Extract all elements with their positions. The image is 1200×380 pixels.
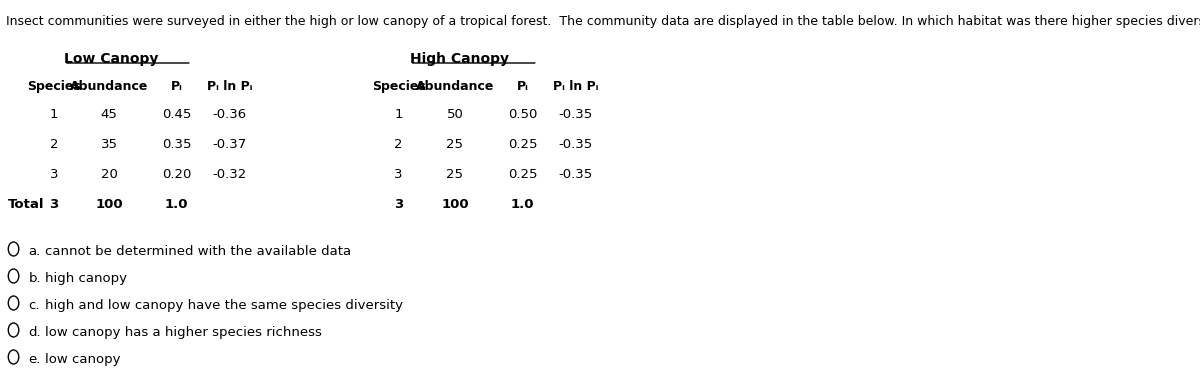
Text: 3: 3 [50, 168, 59, 181]
Text: Abundance: Abundance [70, 80, 149, 93]
Text: high and low canopy have the same species diversity: high and low canopy have the same specie… [46, 299, 403, 312]
Text: Species: Species [372, 80, 426, 93]
Text: 3: 3 [49, 198, 59, 211]
Text: high canopy: high canopy [46, 272, 127, 285]
Text: Pᵢ: Pᵢ [517, 80, 528, 93]
Text: Abundance: Abundance [415, 80, 494, 93]
Text: 2: 2 [395, 138, 403, 151]
Text: 20: 20 [101, 168, 118, 181]
Text: -0.35: -0.35 [558, 138, 593, 151]
Text: -0.36: -0.36 [212, 108, 246, 121]
Text: 1.0: 1.0 [164, 198, 188, 211]
Text: low canopy: low canopy [46, 353, 121, 366]
Text: c.: c. [29, 299, 40, 312]
Text: 0.25: 0.25 [508, 138, 538, 151]
Text: 0.45: 0.45 [162, 108, 192, 121]
Text: 25: 25 [446, 168, 463, 181]
Text: -0.35: -0.35 [558, 108, 593, 121]
Text: 2: 2 [50, 138, 59, 151]
Text: 1.0: 1.0 [511, 198, 534, 211]
Text: 35: 35 [101, 138, 118, 151]
Text: 1: 1 [50, 108, 59, 121]
Text: d.: d. [29, 326, 41, 339]
Text: Insect communities were surveyed in either the high or low canopy of a tropical : Insect communities were surveyed in eith… [6, 15, 1200, 28]
Text: Pᵢ ln Pᵢ: Pᵢ ln Pᵢ [206, 80, 252, 93]
Text: a.: a. [29, 245, 41, 258]
Text: 3: 3 [394, 198, 403, 211]
Text: b.: b. [29, 272, 41, 285]
Text: 1: 1 [395, 108, 403, 121]
Text: 100: 100 [442, 198, 469, 211]
Text: 25: 25 [446, 138, 463, 151]
Text: 100: 100 [95, 198, 122, 211]
Text: -0.32: -0.32 [212, 168, 246, 181]
Text: Pᵢ ln Pᵢ: Pᵢ ln Pᵢ [552, 80, 598, 93]
Text: 0.20: 0.20 [162, 168, 192, 181]
Text: 3: 3 [395, 168, 403, 181]
Text: 0.50: 0.50 [508, 108, 538, 121]
Text: -0.35: -0.35 [558, 168, 593, 181]
Text: 45: 45 [101, 108, 118, 121]
Text: Species: Species [28, 80, 82, 93]
Text: High Canopy: High Canopy [410, 52, 509, 66]
Text: cannot be determined with the available data: cannot be determined with the available … [46, 245, 352, 258]
Text: -0.37: -0.37 [212, 138, 246, 151]
Text: Pᵢ: Pᵢ [170, 80, 182, 93]
Text: 0.25: 0.25 [508, 168, 538, 181]
Text: 50: 50 [446, 108, 463, 121]
Text: e.: e. [29, 353, 41, 366]
Text: 0.35: 0.35 [162, 138, 192, 151]
Text: Total: Total [7, 198, 44, 211]
Text: low canopy has a higher species richness: low canopy has a higher species richness [46, 326, 322, 339]
Text: Low Canopy: Low Canopy [64, 52, 158, 66]
